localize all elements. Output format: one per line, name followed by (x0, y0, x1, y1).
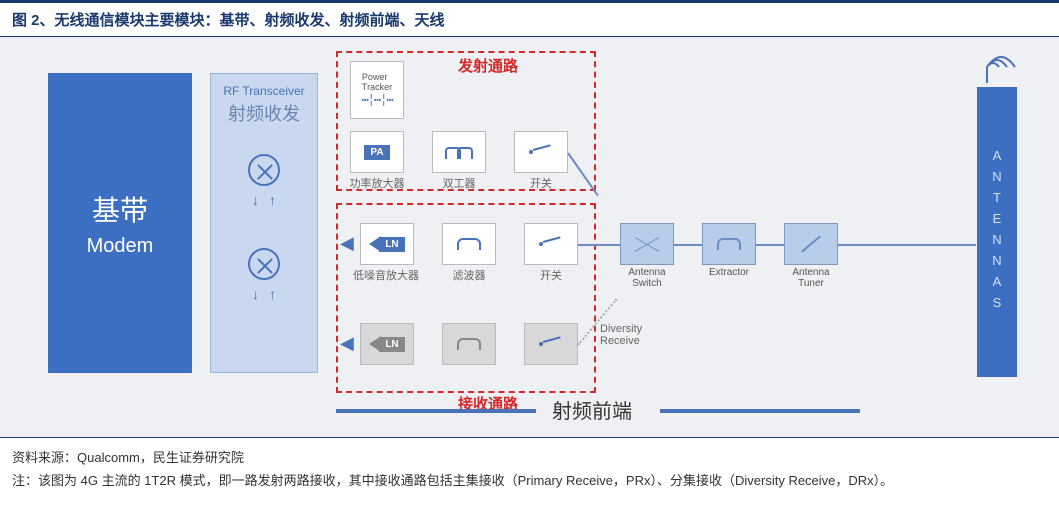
pa-block: PA (350, 131, 404, 173)
source-text: 资料来源：Qualcomm，民生证券研究院 (12, 446, 1047, 469)
power-tracker-block: Power Tracker ┅╎┅╎┅ (350, 61, 404, 119)
modem-label-cn: 基带 (92, 189, 148, 229)
tx-path-label: 发射通路 (458, 55, 518, 76)
lna-block: LN (360, 223, 414, 265)
connector-line (756, 244, 784, 246)
connector-line (578, 244, 620, 246)
waveform-icon: ┅╎┅╎┅ (361, 93, 392, 107)
filter-icon (457, 238, 481, 250)
switch-icon (539, 237, 563, 251)
duplexer-icon (445, 143, 473, 161)
figure-title: 图 2、无线通信模块主要模块：基带、射频收发、射频前端、天线 (0, 0, 1059, 37)
duplexer-label: 双工器 (427, 175, 491, 191)
filter-block (442, 223, 496, 265)
diagram-canvas: 基带 Modem RF Transceiver 射频收发 ↓↑ ↓↑ 发射通路 … (0, 37, 1059, 437)
lna-diversity-block: LN (360, 323, 414, 365)
antenna-switch-block (620, 223, 674, 265)
extractor-block (702, 223, 756, 265)
filter-diversity-block (442, 323, 496, 365)
arrow-left-icon: ◀ (340, 233, 354, 254)
pa-label: 功率放大器 (345, 175, 409, 191)
arrow-left-icon: ◀ (340, 333, 354, 354)
rf-label-en: RF Transceiver (223, 84, 304, 98)
diversity-label: Diversity Receive (600, 323, 680, 347)
lna-label: 低噪音放大器 (348, 267, 424, 283)
front-end-label: 射频前端 (552, 395, 632, 424)
rf-transceiver-block: RF Transceiver 射频收发 ↓↑ ↓↑ (210, 73, 318, 373)
arrow-updown-icon: ↓↑ (252, 286, 276, 302)
switch-icon (539, 337, 563, 351)
mixer-icon (248, 248, 280, 280)
note-text: 注：该图为 4G 主流的 1T2R 模式，即一路发射两路接收，其中接收通路包括主… (12, 469, 1047, 492)
switch-icon (529, 145, 553, 159)
antenna-waves-icon (979, 55, 1019, 92)
filter-icon (717, 238, 741, 250)
underline-bar (660, 409, 860, 413)
mixer-icon (248, 154, 280, 186)
rf-label-cn: 射频收发 (228, 100, 300, 126)
cross-icon (633, 230, 661, 258)
underline-bar (336, 409, 536, 413)
connector-line (674, 244, 702, 246)
antennas-block: ANTENNAS (977, 87, 1017, 377)
arrow-updown-icon: ↓↑ (252, 192, 276, 208)
switch-block (524, 223, 578, 265)
antenna-switch-label: Antenna Switch (617, 267, 677, 289)
antenna-tuner-label: Antenna Tuner (781, 267, 841, 289)
source-footer: 资料来源：Qualcomm，民生证券研究院 注：该图为 4G 主流的 1T2R … (0, 437, 1059, 501)
tuner-icon (801, 236, 821, 253)
filter-icon (457, 338, 481, 350)
duplexer-block (432, 131, 486, 173)
switch-label: 开关 (509, 175, 573, 191)
modem-block: 基带 Modem (48, 73, 192, 373)
antenna-tuner-block (784, 223, 838, 265)
switch-label: 开关 (519, 267, 583, 283)
connector-line (838, 244, 976, 246)
filter-label: 滤波器 (437, 267, 501, 283)
modem-label-en: Modem (87, 235, 154, 258)
switch-block (514, 131, 568, 173)
extractor-label: Extractor (699, 267, 759, 278)
switch-diversity-block (524, 323, 578, 365)
